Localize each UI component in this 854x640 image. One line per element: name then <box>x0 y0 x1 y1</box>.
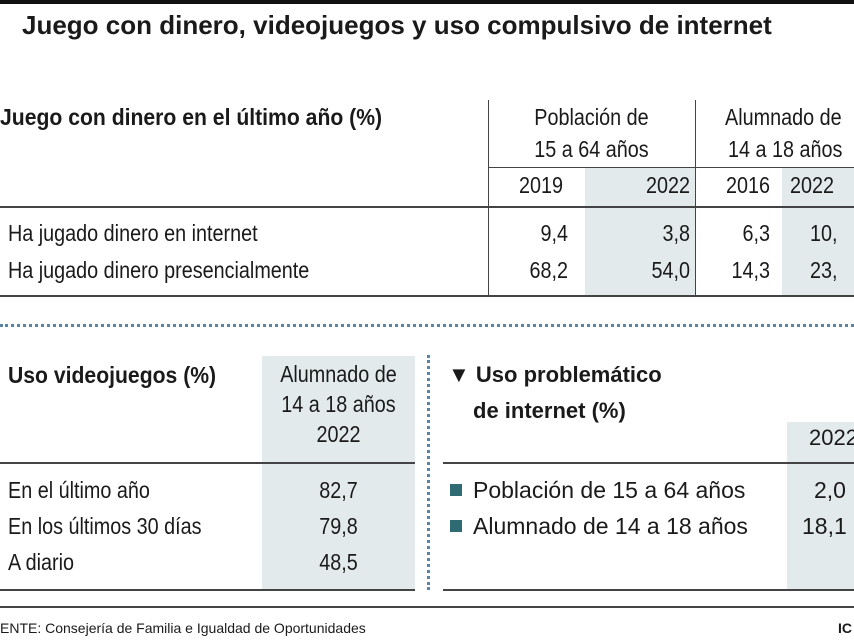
column-header: 14 a 18 años <box>281 391 396 417</box>
internet-title: ▼ Uso problemático <box>448 362 662 388</box>
group-header: 14 a 18 años <box>728 136 843 162</box>
row-label: Ha jugado dinero en internet <box>8 220 258 246</box>
cell: 82,7 <box>319 477 358 503</box>
divider <box>488 167 854 168</box>
dotted-separator <box>427 355 430 590</box>
triangle-down-icon: ▼ <box>448 362 470 387</box>
cell: 18,1 <box>802 513 847 539</box>
cell: 23, <box>810 257 838 283</box>
divider <box>0 589 415 591</box>
divider <box>0 606 854 608</box>
credit: IC <box>838 620 852 636</box>
row-label: A diario <box>8 549 74 575</box>
shade-col <box>782 168 854 296</box>
year: 2022 <box>809 425 854 450</box>
shade-col <box>262 356 415 590</box>
divider <box>443 589 854 591</box>
row-label: Población de 15 a 64 años <box>473 477 746 503</box>
gambling-title: Juego con dinero en el último año (%) <box>0 104 383 130</box>
dotted-separator <box>0 324 854 327</box>
cell: 2,0 <box>814 477 846 503</box>
page-title: Juego con dinero, videojuegos y uso comp… <box>22 10 772 40</box>
cell: 3,8 <box>662 220 690 246</box>
row-label: En los últimos 30 días <box>8 513 202 539</box>
divider <box>0 206 854 208</box>
divider <box>695 100 696 296</box>
shade-col <box>585 168 695 296</box>
square-marker-icon <box>450 520 462 532</box>
group-header: Población de <box>534 104 649 130</box>
column-header: Alumnado de <box>280 361 397 387</box>
shade-col <box>787 422 854 590</box>
column-header: 2022 <box>316 421 361 447</box>
year: 2016 <box>725 172 770 198</box>
divider <box>0 295 854 297</box>
year: 2022 <box>645 172 690 198</box>
internet-title-line2: de internet (%) <box>473 398 626 423</box>
cell: 9,4 <box>540 220 568 246</box>
cell: 79,8 <box>319 513 358 539</box>
cell: 14,3 <box>731 257 770 283</box>
internet-title-line1: Uso problemático <box>475 362 662 387</box>
group-header: 15 a 64 años <box>534 136 649 162</box>
cell: 68,2 <box>529 257 568 283</box>
divider <box>488 100 489 296</box>
cell: 48,5 <box>319 549 358 575</box>
group-header: Alumnado de <box>725 104 842 130</box>
cell: 54,0 <box>651 257 690 283</box>
source-note: ENTE: Consejería de Familia e Igualdad d… <box>0 620 366 636</box>
row-label: Alumnado de 14 a 18 años <box>473 513 748 539</box>
divider <box>0 462 415 464</box>
square-marker-icon <box>450 484 462 496</box>
year: 2019 <box>518 172 563 198</box>
year: 2022 <box>790 172 835 198</box>
row-label: En el último año <box>8 477 150 503</box>
cell: 10, <box>810 220 838 246</box>
videogames-title: Uso videojuegos (%) <box>8 362 217 388</box>
top-bar <box>0 0 854 4</box>
cell: 6,3 <box>742 220 770 246</box>
row-label: Ha jugado dinero presencialmente <box>8 257 310 283</box>
divider <box>443 462 854 464</box>
